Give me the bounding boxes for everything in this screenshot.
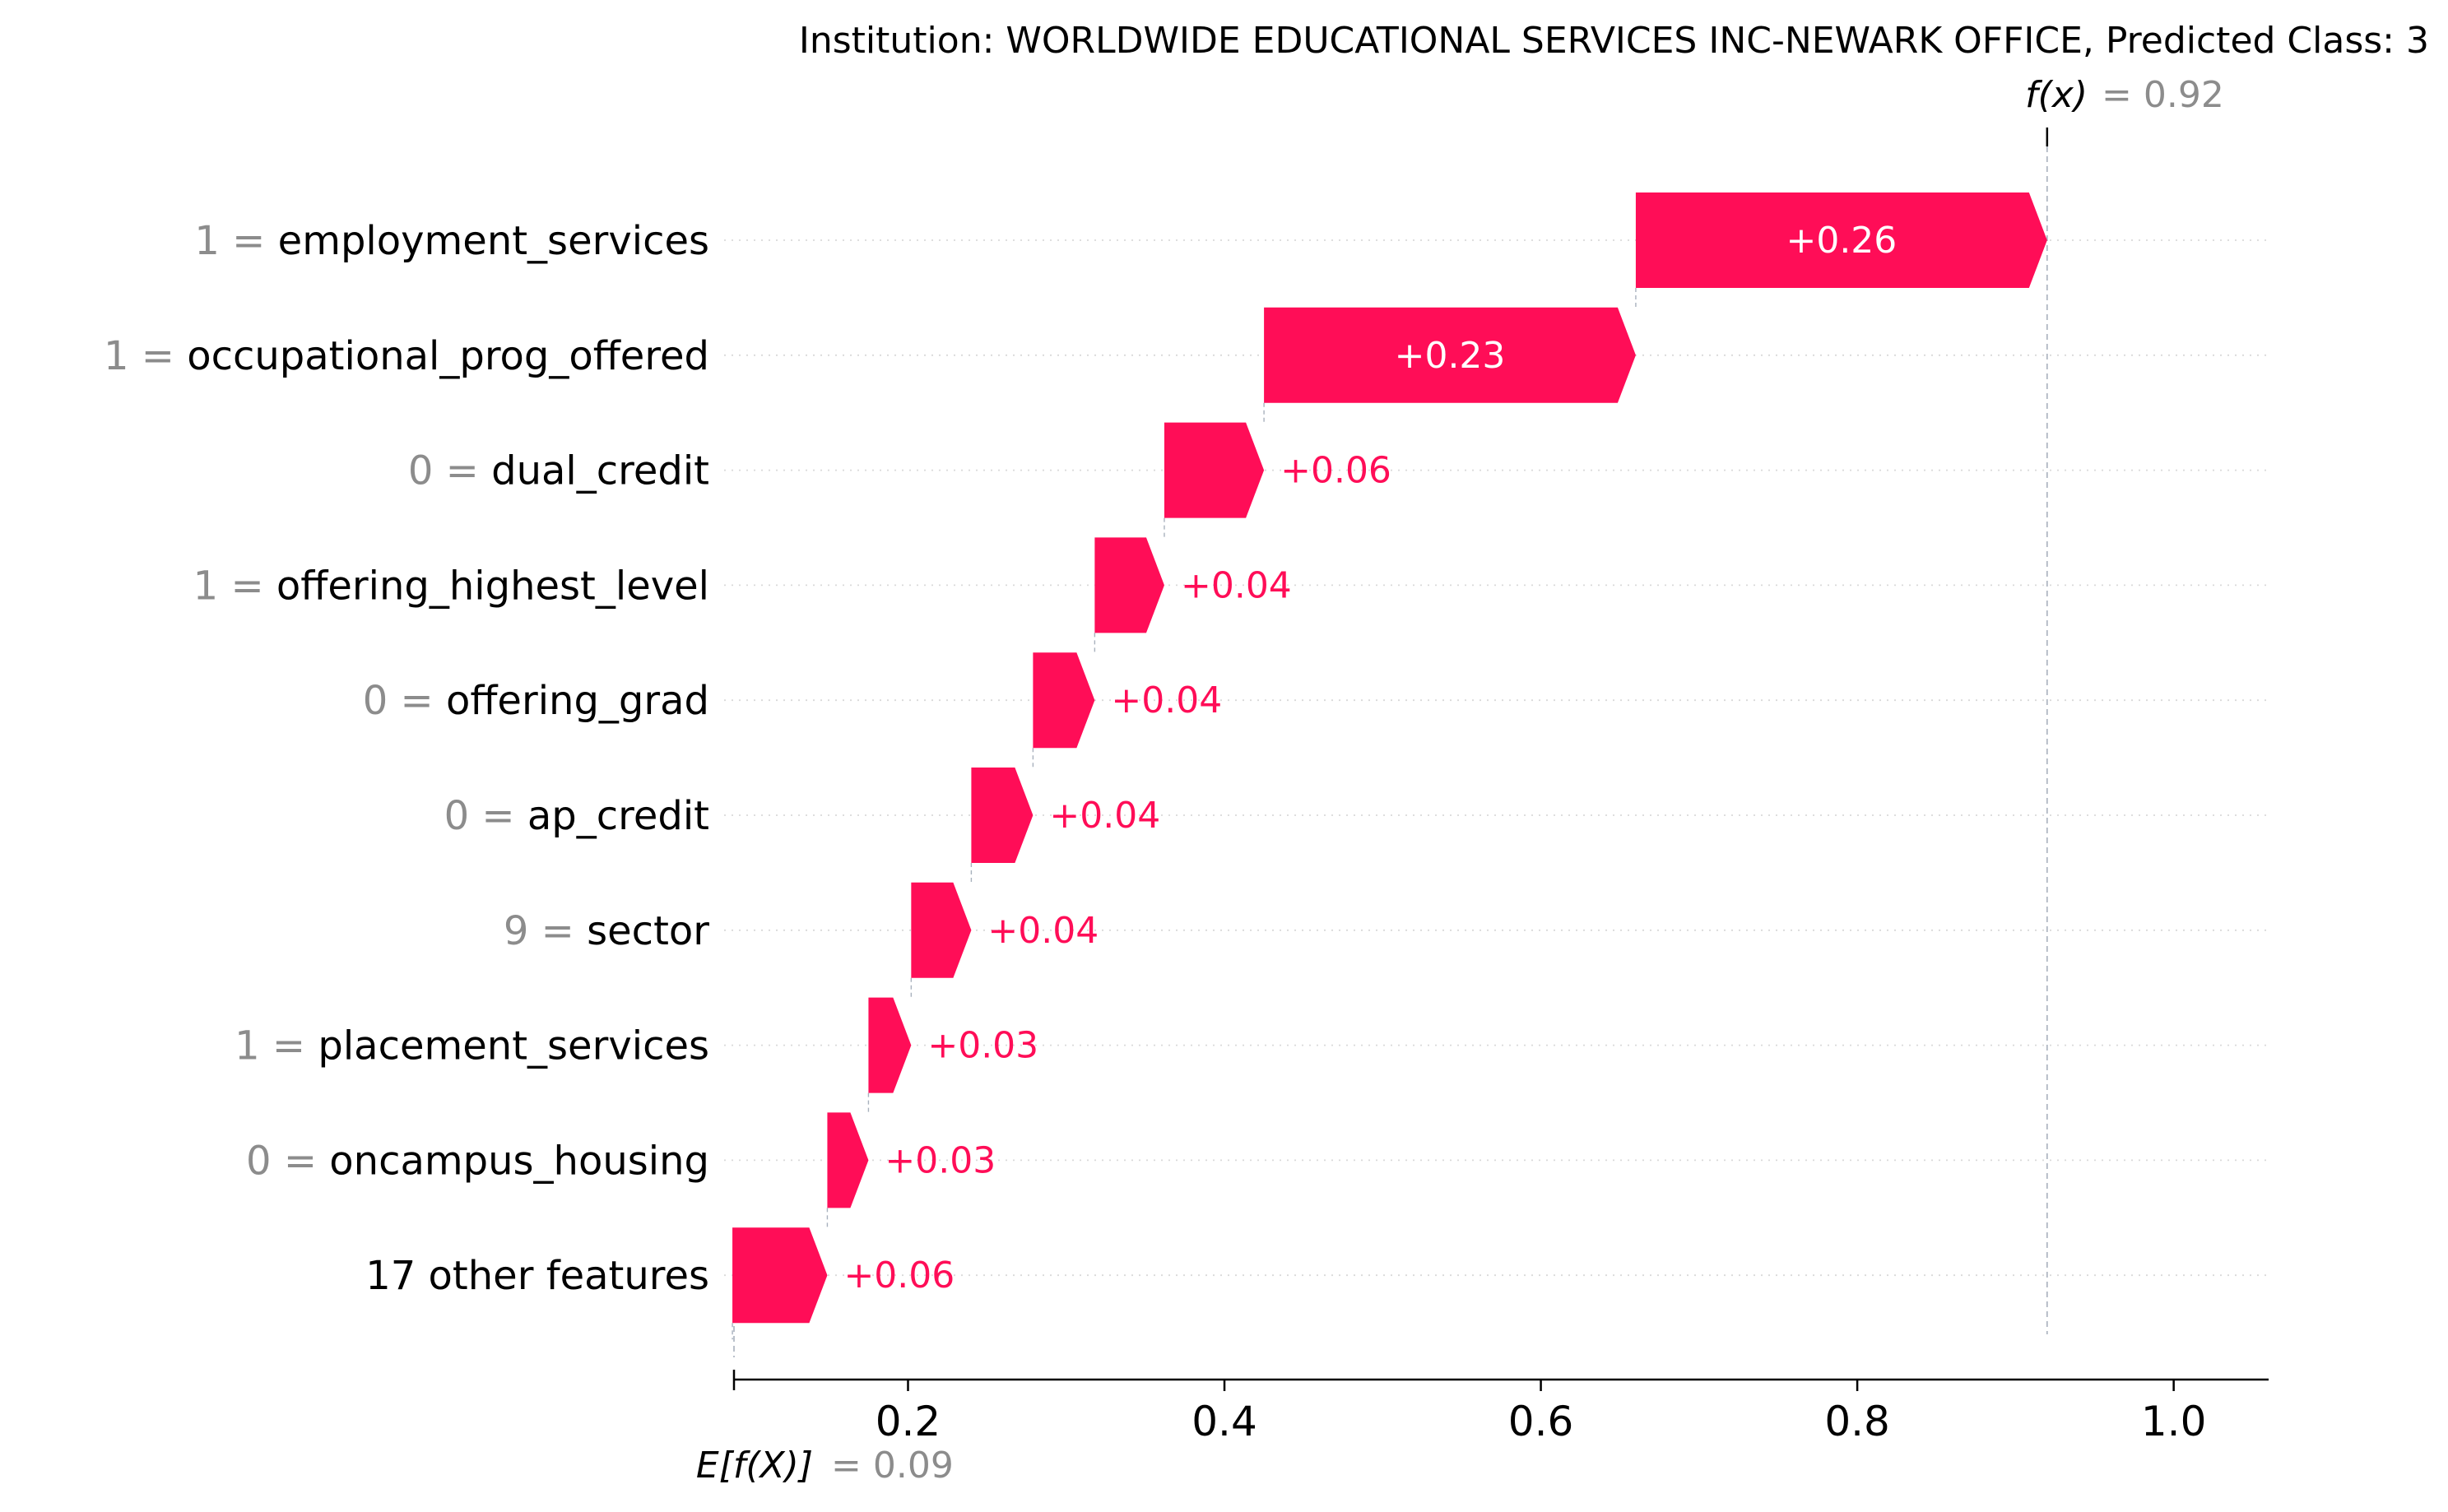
- contribution-label: +0.03: [927, 1025, 1038, 1067]
- contribution-label: +0.06: [1280, 450, 1391, 492]
- feature-bar: [971, 768, 1034, 863]
- feature-bar: [1033, 652, 1095, 749]
- feature-value: 0 =: [408, 448, 491, 494]
- feature-name: sector: [587, 908, 709, 954]
- feature-name: offering_grad: [446, 678, 709, 724]
- x-tick-label: 0.8: [1824, 1398, 1890, 1445]
- contribution-label: +0.03: [885, 1139, 996, 1181]
- feature-label: 1 = placement_services: [235, 1023, 709, 1069]
- feature-label: 0 = dual_credit: [408, 448, 709, 494]
- feature-value: 9 =: [504, 908, 587, 954]
- x-tick-label: 1.0: [2141, 1398, 2207, 1445]
- feature-bar: [1164, 422, 1265, 518]
- chart-title: Institution: WORLDWIDE EDUCATIONAL SERVI…: [799, 20, 2429, 62]
- feature-label: 1 = occupational_prog_offered: [104, 333, 709, 379]
- x-tick-label: 0.6: [1508, 1398, 1574, 1445]
- feature-label: 1 = employment_services: [194, 218, 709, 264]
- feature-label: 0 = ap_credit: [444, 793, 709, 839]
- efx-label: E[f(X)]: [696, 1445, 813, 1486]
- contribution-label: +0.04: [1181, 564, 1292, 606]
- x-tick-label: 0.4: [1191, 1398, 1257, 1445]
- feature-bar: [911, 882, 972, 978]
- feature-name: ap_credit: [527, 793, 709, 839]
- efx-annotation: E[f(X)] = 0.09: [696, 1445, 954, 1486]
- fx-annotation: f(x) = 0.92: [2025, 74, 2224, 116]
- feature-bar: [827, 1112, 869, 1208]
- feature-value: 0 =: [246, 1138, 329, 1184]
- feature-name: offering_highest_level: [276, 563, 709, 609]
- feature-label: 0 = offering_grad: [363, 678, 709, 724]
- x-tick-label: 0.2: [876, 1398, 941, 1445]
- feature-name: 17 other features: [365, 1253, 709, 1299]
- feature-name: employment_services: [278, 218, 709, 264]
- connector-lines: [732, 128, 2049, 1390]
- feature-name: dual_credit: [491, 448, 709, 494]
- feature-name: placement_services: [318, 1023, 709, 1069]
- feature-name: occupational_prog_offered: [187, 333, 709, 379]
- feature-value: 1 =: [194, 218, 277, 264]
- fx-value: = 0.92: [2102, 74, 2224, 116]
- feature-bar: [732, 1227, 828, 1324]
- feature-value: 1 =: [193, 563, 276, 609]
- x-axis: 0.2 0.4 0.6 0.8 1.0: [735, 1378, 2269, 1445]
- feature-bar: [1635, 192, 2047, 288]
- feature-name: oncampus_housing: [329, 1138, 709, 1184]
- feature-bar: [1264, 307, 1636, 403]
- feature-label: 0 = oncampus_housing: [246, 1138, 709, 1184]
- contribution-label: +0.06: [843, 1255, 955, 1296]
- efx-value: = 0.09: [831, 1445, 954, 1486]
- feature-value: 0 =: [444, 793, 527, 839]
- feature-value: 1 =: [104, 333, 187, 379]
- contribution-label: +0.04: [987, 910, 1099, 952]
- contribution-label: +0.04: [1049, 795, 1160, 837]
- feature-label: 9 = sector: [504, 908, 709, 954]
- feature-value: 0 =: [363, 678, 446, 724]
- feature-value: 1 =: [235, 1023, 318, 1069]
- bars: +0.26 +0.23 +0.06 +0.04 +0.04 +0.04 +0.04 +0.03…: [732, 192, 2047, 1324]
- feature-label: 17 other features: [365, 1253, 709, 1299]
- fx-label: f(x): [2025, 74, 2088, 116]
- feature-bar: [1094, 537, 1164, 633]
- contribution-label: +0.04: [1111, 679, 1222, 721]
- feature-bar: [868, 997, 912, 1093]
- feature-label: 1 = offering_highest_level: [193, 563, 709, 609]
- contribution-label: +0.26: [1786, 220, 1897, 262]
- contribution-label: +0.23: [1395, 335, 1506, 377]
